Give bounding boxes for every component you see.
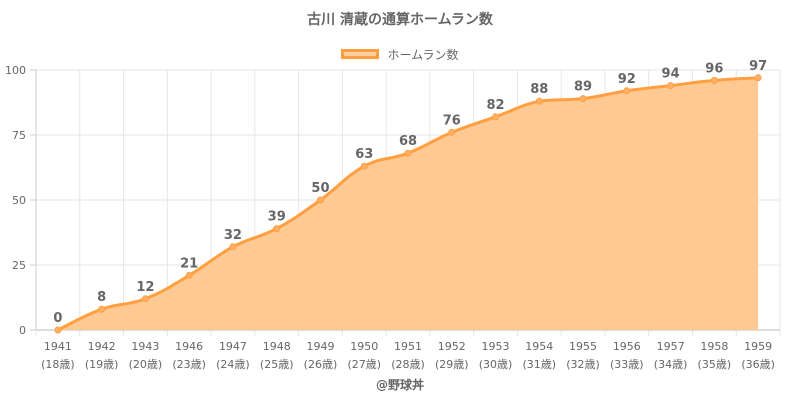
x-tick-age-label: (25歳) bbox=[260, 358, 294, 371]
data-label: 94 bbox=[662, 67, 680, 82]
data-label: 21 bbox=[180, 256, 198, 271]
x-tick-age-label: (35歳) bbox=[698, 358, 732, 371]
x-tick-label: 1943 bbox=[131, 340, 159, 353]
x-tick-label: 1942 bbox=[88, 340, 116, 353]
x-tick-age-label: (24歳) bbox=[216, 358, 250, 371]
x-tick-age-label: (27歳) bbox=[347, 358, 381, 371]
data-label: 97 bbox=[749, 59, 767, 74]
x-tick-age-label: (33歳) bbox=[610, 358, 644, 371]
x-tick-age-label: (29歳) bbox=[435, 358, 469, 371]
y-tick-label: 0 bbox=[19, 324, 26, 337]
x-tick-label: 1956 bbox=[613, 340, 641, 353]
credit: @野球丼 bbox=[375, 378, 424, 392]
data-label: 63 bbox=[355, 147, 373, 162]
data-point bbox=[448, 128, 456, 136]
data-label: 32 bbox=[224, 228, 242, 243]
x-tick-age-label: (20歳) bbox=[129, 358, 163, 371]
legend-label: ホームラン数 bbox=[387, 47, 459, 62]
data-label: 76 bbox=[443, 113, 461, 128]
data-label: 89 bbox=[574, 80, 592, 95]
x-tick-label: 1955 bbox=[569, 340, 597, 353]
data-label: 68 bbox=[399, 134, 417, 149]
data-point bbox=[229, 243, 237, 251]
x-tick-age-label: (19歳) bbox=[85, 358, 119, 371]
data-point bbox=[535, 97, 543, 105]
legend[interactable]: ホームラン数 bbox=[0, 45, 800, 63]
x-tick-label: 1957 bbox=[657, 340, 685, 353]
chart-title: 古川 清蔵の通算ホームラン数 bbox=[307, 12, 493, 28]
data-label: 82 bbox=[486, 98, 504, 113]
x-tick-age-label: (18歳) bbox=[41, 358, 75, 371]
x-tick-label: 1954 bbox=[525, 340, 553, 353]
data-point bbox=[316, 196, 324, 204]
y-tick-label: 25 bbox=[12, 259, 26, 272]
x-tick-age-label: (30歳) bbox=[479, 358, 513, 371]
x-tick-age-label: (31歳) bbox=[522, 358, 556, 371]
data-point bbox=[404, 149, 412, 157]
x-tick-age-label: (28歳) bbox=[391, 358, 425, 371]
data-point bbox=[667, 82, 675, 90]
data-label: 12 bbox=[136, 280, 154, 295]
x-tick-age-label: (23歳) bbox=[172, 358, 206, 371]
data-label: 8 bbox=[97, 290, 106, 305]
data-point bbox=[273, 225, 281, 233]
data-point bbox=[754, 74, 762, 82]
y-tick-label: 100 bbox=[5, 64, 26, 77]
x-tick-label: 1953 bbox=[482, 340, 510, 353]
y-tick-label: 50 bbox=[12, 194, 26, 207]
x-tick-age-label: (34歳) bbox=[654, 358, 688, 371]
data-point bbox=[710, 76, 718, 84]
x-tick-label: 1941 bbox=[44, 340, 72, 353]
x-tick-label: 1959 bbox=[744, 340, 772, 353]
data-label: 92 bbox=[618, 72, 636, 87]
y-tick-label: 75 bbox=[12, 129, 26, 142]
data-point bbox=[492, 113, 500, 121]
x-tick-label: 1952 bbox=[438, 340, 466, 353]
x-tick-label: 1947 bbox=[219, 340, 247, 353]
data-point bbox=[579, 95, 587, 103]
x-tick-age-label: (26歳) bbox=[304, 358, 338, 371]
x-tick-label: 1958 bbox=[700, 340, 728, 353]
data-point bbox=[185, 271, 193, 279]
data-label: 50 bbox=[311, 181, 329, 196]
data-point bbox=[360, 162, 368, 170]
legend-swatch bbox=[341, 49, 380, 59]
data-label: 39 bbox=[268, 210, 286, 225]
series-area bbox=[57, 77, 759, 330]
data-point bbox=[623, 87, 631, 95]
x-tick-label: 1949 bbox=[306, 340, 334, 353]
data-label: 0 bbox=[53, 311, 62, 326]
data-point bbox=[141, 295, 149, 303]
data-label: 96 bbox=[705, 61, 723, 76]
x-tick-label: 1948 bbox=[263, 340, 291, 353]
data-point bbox=[98, 305, 106, 313]
x-tick-label: 1951 bbox=[394, 340, 422, 353]
data-label: 88 bbox=[530, 82, 548, 97]
x-tick-age-label: (36歳) bbox=[741, 358, 775, 371]
x-tick-age-label: (32歳) bbox=[566, 358, 600, 371]
data-point bbox=[54, 326, 62, 334]
x-tick-label: 1950 bbox=[350, 340, 378, 353]
x-tick-label: 1946 bbox=[175, 340, 203, 353]
